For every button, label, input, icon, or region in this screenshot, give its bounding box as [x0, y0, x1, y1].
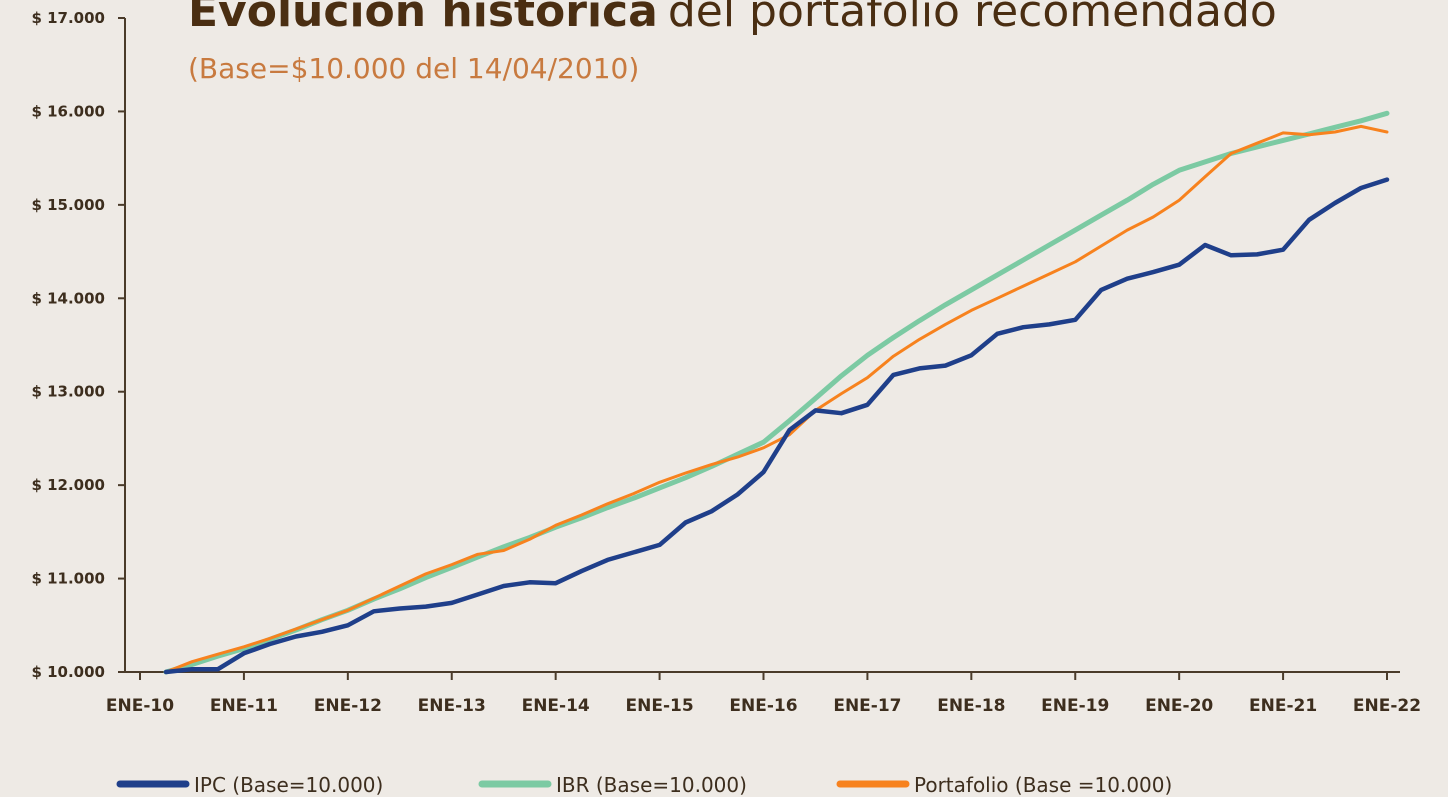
- x-tick-label: ENE-21: [1249, 696, 1317, 716]
- series-line: [163, 110, 1390, 675]
- x-tick-label: ENE-11: [210, 696, 278, 716]
- x-tick-label: ENE-12: [314, 696, 382, 716]
- x-tick-label: ENE-17: [833, 696, 901, 716]
- y-tick-label: $ 13.000: [31, 383, 105, 401]
- chart-title: del portafolio recomendado: [668, 0, 1277, 37]
- x-tick-label: ENE-18: [937, 696, 1005, 716]
- series-line: [163, 177, 1390, 675]
- y-tick-label: $ 16.000: [31, 102, 105, 120]
- x-tick-label: ENE-15: [625, 696, 693, 716]
- chart-subtitle: (Base=$10.000 del 14/04/2010): [188, 52, 639, 85]
- y-tick-label: $ 15.000: [31, 196, 105, 214]
- y-tick-label: $ 12.000: [31, 476, 105, 494]
- x-tick-label: ENE-13: [418, 696, 486, 716]
- x-tick-label: ENE-14: [522, 696, 590, 716]
- legend-label: Portafolio (Base =10.000): [914, 773, 1172, 797]
- y-tick-label: $ 14.000: [31, 289, 105, 307]
- x-tick-label: ENE-10: [106, 696, 174, 716]
- series-line: [164, 124, 1389, 674]
- legend-label: IPC (Base=10.000): [194, 773, 383, 797]
- y-tick-label: $ 10.000: [31, 663, 105, 681]
- legend-label: IBR (Base=10.000): [556, 773, 747, 797]
- x-tick-label: ENE-19: [1041, 696, 1109, 716]
- x-tick-label: ENE-20: [1145, 696, 1213, 716]
- chart-title: Evolución histórica: [188, 0, 658, 37]
- y-tick-label: $ 11.000: [31, 570, 105, 588]
- x-tick-label: ENE-22: [1353, 696, 1421, 716]
- y-tick-label: $ 17.000: [31, 9, 105, 27]
- x-tick-label: ENE-16: [729, 696, 797, 716]
